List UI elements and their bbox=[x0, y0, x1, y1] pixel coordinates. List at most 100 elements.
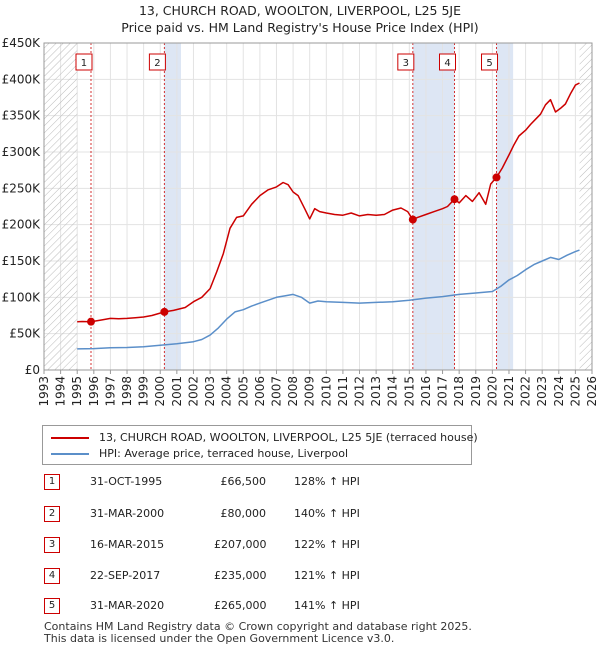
sale-label-box bbox=[397, 53, 415, 71]
sale-date: 31-MAR-2000 bbox=[90, 507, 165, 520]
sale-point bbox=[492, 173, 501, 182]
x-tick-label: 1999 bbox=[137, 376, 151, 407]
x-tick-label: 2003 bbox=[203, 376, 217, 407]
y-tick-label: £300K bbox=[2, 145, 42, 159]
x-tick-label: 2004 bbox=[220, 376, 234, 407]
sale-number-badge: 4 bbox=[44, 568, 60, 584]
hpi-line bbox=[77, 249, 580, 350]
sale-hpi-change: 121% ↑ HPI bbox=[294, 569, 360, 582]
sale-point bbox=[160, 307, 169, 316]
legend-item-property: 13, CHURCH ROAD, WOOLTON, LIVERPOOL, L25… bbox=[51, 431, 478, 445]
sale-hpi-change: 128% ↑ HPI bbox=[294, 475, 360, 488]
sales-table-row: 5 31-MAR-2020 £265,000 141% ↑ HPI bbox=[44, 598, 444, 614]
footer-line-2: This data is licensed under the Open Gov… bbox=[44, 631, 395, 645]
x-tick-label: 2007 bbox=[269, 376, 283, 407]
legend-item-hpi: HPI: Average price, terraced house, Live… bbox=[51, 447, 348, 461]
sale-price: £207,000 bbox=[214, 538, 267, 551]
x-tick-label: 1996 bbox=[87, 376, 101, 407]
sale-number-badge: 3 bbox=[44, 537, 60, 553]
x-tick-label: 2008 bbox=[286, 376, 300, 407]
sale-hpi-change: 122% ↑ HPI bbox=[294, 538, 360, 551]
x-tick-label: 2019 bbox=[469, 376, 483, 407]
x-tick-label: 2014 bbox=[386, 376, 400, 407]
x-tick-label: 2002 bbox=[186, 376, 200, 407]
shaded-periods bbox=[164, 43, 514, 370]
x-tick-label: 2010 bbox=[319, 376, 333, 407]
x-tick-label: 2001 bbox=[170, 376, 184, 407]
legend-label-property: 13, CHURCH ROAD, WOOLTON, LIVERPOOL, L25… bbox=[99, 431, 478, 444]
property-price-line bbox=[77, 82, 580, 323]
x-tick-label: 1994 bbox=[54, 376, 68, 407]
sale-hpi-change: 140% ↑ HPI bbox=[294, 507, 360, 520]
x-tick-label: 2020 bbox=[485, 376, 499, 407]
sale-hpi-change: 141% ↑ HPI bbox=[294, 599, 360, 612]
title-line-1: 13, CHURCH ROAD, WOOLTON, LIVERPOOL, L25… bbox=[138, 3, 462, 18]
sale-price: £80,000 bbox=[220, 507, 267, 520]
x-tick-label: 2021 bbox=[502, 376, 516, 407]
sale-points bbox=[86, 173, 501, 326]
sale-label-box bbox=[439, 53, 457, 71]
x-tick-label: 2011 bbox=[336, 376, 350, 407]
sale-date: 31-MAR-2020 bbox=[90, 599, 165, 612]
no-data-hatching bbox=[44, 43, 592, 370]
sale-label-box bbox=[481, 53, 499, 71]
y-axis-ticks: £0 £50K £100K £150K £200K £250K £300K £350K £400… bbox=[2, 36, 42, 377]
y-tick-label: £400K bbox=[2, 72, 42, 86]
sale-label: 1 bbox=[81, 58, 87, 69]
x-tick-label: 2012 bbox=[353, 376, 367, 407]
x-tick-label: 1997 bbox=[103, 376, 117, 407]
sales-table-row: 1 31-OCT-1995 £66,500 128% ↑ HPI bbox=[44, 474, 444, 490]
sale-number-badge: 1 bbox=[44, 474, 60, 490]
sale-point bbox=[408, 215, 417, 224]
sale-price: £265,000 bbox=[214, 599, 267, 612]
y-tick-label: £250K bbox=[2, 181, 42, 195]
footer: Contains HM Land Registry data © Crown c… bbox=[44, 621, 472, 644]
y-tick-label: £0 bbox=[25, 363, 40, 377]
legend-swatch-property bbox=[51, 437, 89, 439]
sales-table-row: 3 16-MAR-2015 £207,000 122% ↑ HPI bbox=[44, 537, 444, 553]
x-tick-label: 2023 bbox=[535, 376, 549, 407]
y-tick-label: £350K bbox=[2, 109, 42, 123]
legend-swatch-hpi bbox=[51, 453, 89, 455]
x-tick-label: 2005 bbox=[236, 376, 250, 407]
y-tick-label: £150K bbox=[2, 254, 42, 268]
hatch-region-after-data bbox=[579, 43, 592, 370]
sale-date: 22-SEP-2017 bbox=[90, 569, 161, 582]
legend: 13, CHURCH ROAD, WOOLTON, LIVERPOOL, L25… bbox=[42, 425, 478, 465]
sale-price: £66,500 bbox=[220, 475, 267, 488]
sales-table-row: 2 31-MAR-2000 £80,000 140% ↑ HPI bbox=[44, 506, 444, 522]
sale-price: £235,000 bbox=[214, 569, 267, 582]
y-tick-label: £450K bbox=[2, 36, 42, 50]
x-tick-label: 2000 bbox=[153, 376, 167, 407]
sale-label-box bbox=[148, 53, 166, 71]
x-tick-label: 1995 bbox=[70, 376, 84, 407]
sale-date: 16-MAR-2015 bbox=[90, 538, 165, 551]
y-tick-label: £100K bbox=[2, 290, 42, 304]
title-line-2: Price paid vs. HM Land Registry's House … bbox=[121, 20, 479, 35]
sale-label: 3 bbox=[403, 58, 409, 69]
sale-label-boxes: 1 2 3 4 5 bbox=[75, 53, 499, 71]
sales-table-row: 4 22-SEP-2017 £235,000 121% ↑ HPI bbox=[44, 568, 444, 584]
hatch-region-before-data bbox=[44, 43, 78, 370]
sale-label: 5 bbox=[486, 58, 492, 69]
price-chart: 1 2 3 4 5 £0 £50K £100K £150K £200K £250K £300K £35… bbox=[2, 36, 599, 407]
x-tick-label: 2022 bbox=[519, 376, 533, 407]
sale-number-badge: 2 bbox=[44, 506, 60, 522]
x-tick-label: 2009 bbox=[303, 376, 317, 407]
sale-point bbox=[450, 195, 459, 204]
x-tick-label: 2025 bbox=[568, 376, 582, 407]
footer-line-1: Contains HM Land Registry data © Crown c… bbox=[44, 620, 472, 633]
x-tick-label: 1993 bbox=[37, 376, 51, 407]
shaded-period bbox=[164, 43, 181, 370]
sale-number-badge: 5 bbox=[44, 598, 60, 614]
x-tick-label: 2015 bbox=[402, 376, 416, 407]
x-tick-label: 2026 bbox=[585, 376, 599, 407]
x-tick-label: 2016 bbox=[419, 376, 433, 407]
sale-label: 2 bbox=[154, 58, 160, 69]
x-tick-label: 2018 bbox=[452, 376, 466, 407]
chart-title: 13, CHURCH ROAD, WOOLTON, LIVERPOOL, L25… bbox=[0, 2, 600, 36]
shaded-period bbox=[496, 43, 514, 370]
x-tick-label: 2017 bbox=[436, 376, 450, 407]
series-lines bbox=[77, 82, 580, 350]
sale-point bbox=[86, 317, 95, 326]
